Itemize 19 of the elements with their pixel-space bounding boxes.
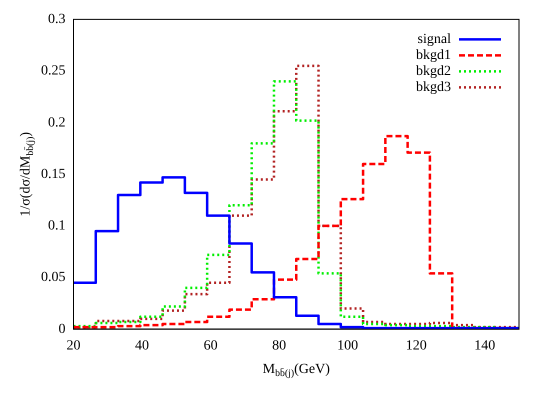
x-tick-label: 40 [135, 338, 150, 354]
x-tick-label: 20 [66, 338, 80, 354]
y-axis-title: 1/σ(dσ/dMbb̄(j)) [18, 132, 36, 217]
x-tick-label: 140 [474, 338, 496, 354]
y-tick-label: 0.15 [41, 166, 66, 182]
y-tick-label: 0.3 [48, 12, 66, 28]
legend-label: signal [418, 32, 452, 48]
legend-label: bkgd2 [416, 64, 451, 80]
x-tick-label: 60 [204, 338, 218, 354]
y-tick-label: 0.05 [41, 270, 66, 286]
x-tick-label: 100 [337, 338, 358, 354]
y-tick-label: 0.2 [48, 115, 66, 130]
y-tick-label: 0.25 [41, 64, 66, 79]
x-tick-label: 120 [406, 338, 427, 354]
y-tick-label: 0 [58, 322, 66, 337]
x-tick-label: 80 [272, 338, 286, 354]
y-tick-label: 0.1 [48, 218, 66, 234]
legend-label: bkgd1 [416, 48, 451, 64]
legend-label: bkgd3 [416, 80, 451, 96]
